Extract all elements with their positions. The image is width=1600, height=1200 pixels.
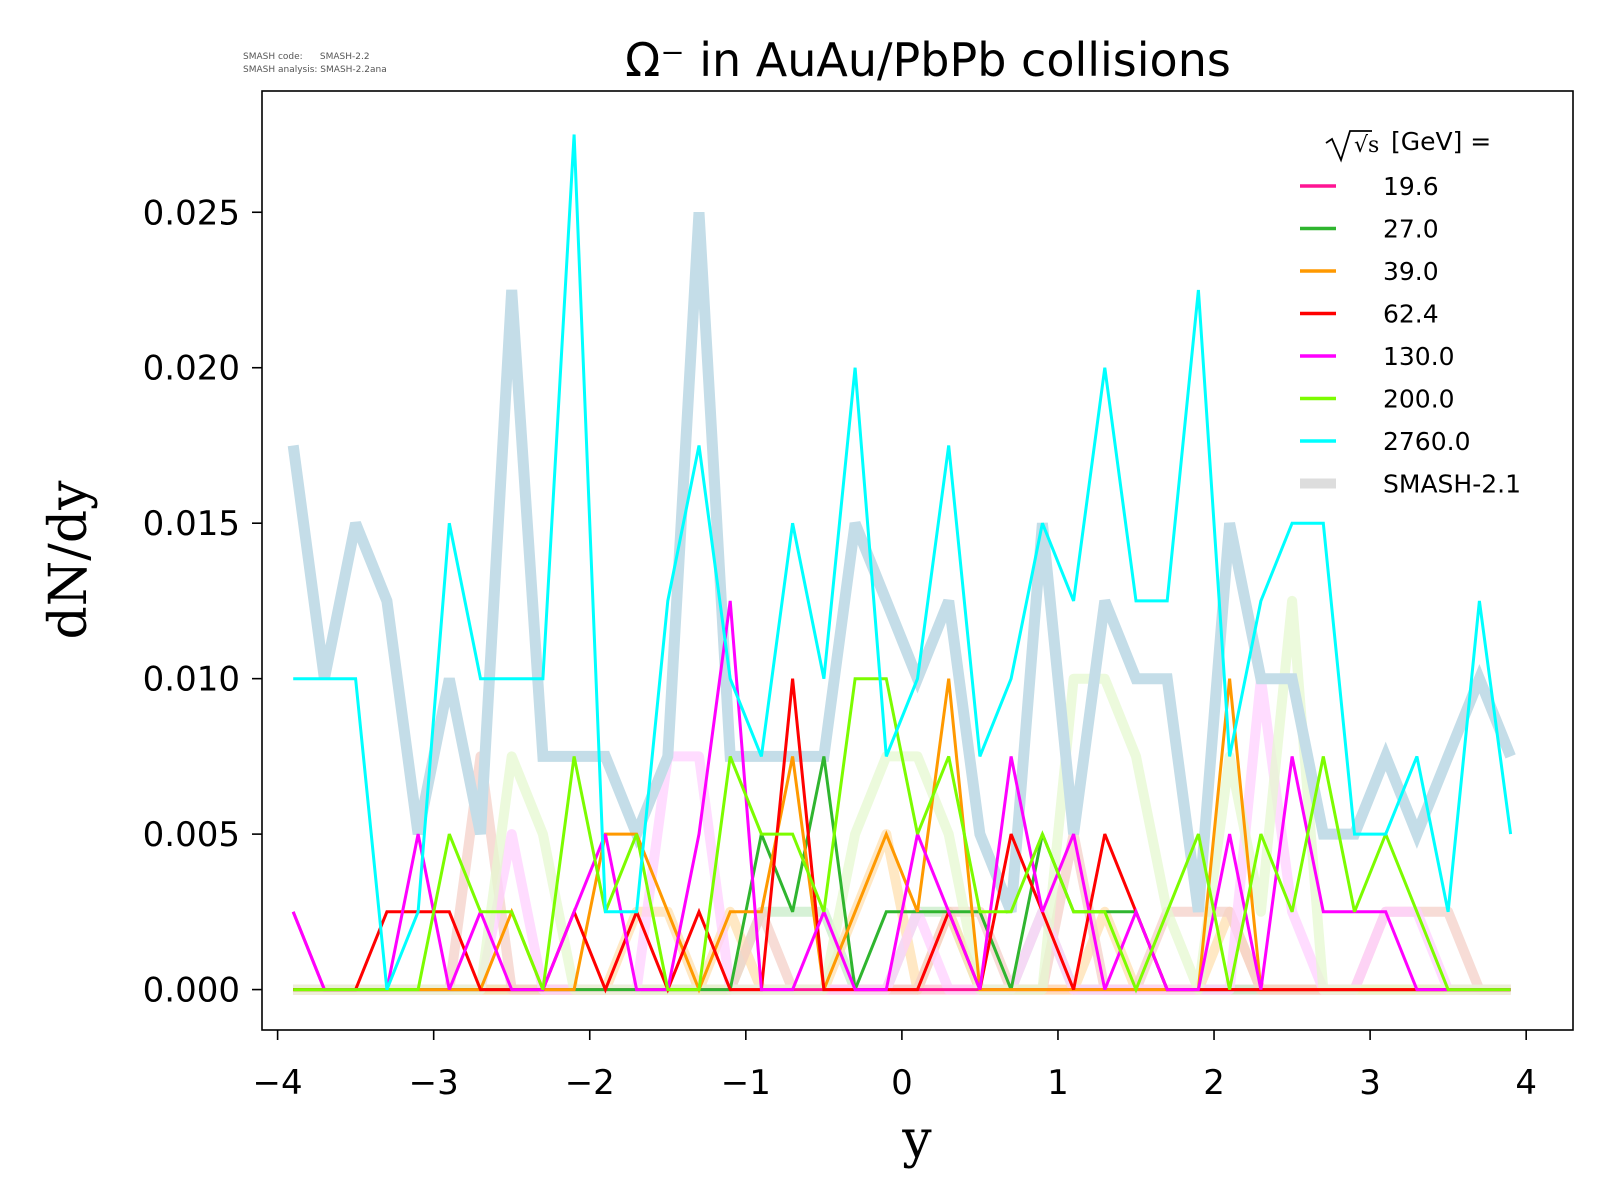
legend-label-39-0: 39.0 <box>1383 257 1439 286</box>
chart-title: Ω⁻ in AuAu/PbPb collisions <box>625 33 1231 87</box>
y-tick-label: 0.025 <box>143 193 240 233</box>
watermark-line-2: SMASH analysis: SMASH-2.2ana <box>243 65 387 75</box>
x-tick-label: −4 <box>253 1063 303 1103</box>
series-line-62-4 <box>293 678 1511 994</box>
legend-title-sqrt-s: √s <box>1354 133 1379 158</box>
x-axis: −4 −3 −2 −1 0 1 2 3 4 <box>253 1030 1537 1103</box>
legend-label-smash-2-1: SMASH-2.1 <box>1383 470 1521 499</box>
x-tick-label: 1 <box>1047 1063 1069 1103</box>
y-tick-label: 0.010 <box>143 660 240 700</box>
legend: √s [GeV] = 19.6 27.0 39.0 62.4 130.0 200.0 276… <box>1300 127 1521 499</box>
x-tick-label: 3 <box>1359 1063 1381 1103</box>
sqrt-symbol-icon <box>1325 130 1372 163</box>
legend-label-62-4: 62.4 <box>1383 300 1439 329</box>
legend-label-130-0: 130.0 <box>1383 342 1455 371</box>
legend-label-27-0: 27.0 <box>1383 215 1439 244</box>
watermark-line-1: SMASH code: SMASH-2.2 <box>243 52 370 62</box>
x-tick-label: 4 <box>1515 1063 1537 1103</box>
y-tick-label: 0.000 <box>143 971 240 1011</box>
x-tick-label: −2 <box>565 1063 615 1103</box>
plot-frame <box>261 90 1574 1031</box>
y-tick-label: 0.015 <box>143 504 240 544</box>
y-tick-label: 0.020 <box>143 349 240 389</box>
legend-label-19-6: 19.6 <box>1383 172 1439 201</box>
legend-label-2760-0: 2760.0 <box>1383 427 1470 456</box>
y-axis: 0.000 0.005 0.010 0.015 0.020 0.025 <box>143 193 262 1011</box>
series-line-200-0 <box>293 677 1511 994</box>
x-axis-label: y <box>901 1110 932 1170</box>
series-line-smash-2-1 <box>287 211 1516 914</box>
x-tick-label: 2 <box>1203 1063 1225 1103</box>
series-line-2760-0 <box>293 134 1513 991</box>
x-tick-label: −1 <box>721 1063 771 1103</box>
legend-title: √s [GeV] = <box>1325 127 1491 163</box>
x-tick-label: −3 <box>409 1063 459 1103</box>
legend-label-200-0: 200.0 <box>1383 385 1455 414</box>
y-axis-label: dN/dy <box>39 480 99 640</box>
legend-title-unit: [GeV] = <box>1391 127 1491 156</box>
y-tick-label: 0.005 <box>143 815 240 855</box>
x-tick-label: 0 <box>891 1063 913 1103</box>
legend-entries: 19.6 27.0 39.0 62.4 130.0 200.0 2760.0 SMASH-2.… <box>1300 172 1521 499</box>
series-lines <box>287 134 1516 994</box>
